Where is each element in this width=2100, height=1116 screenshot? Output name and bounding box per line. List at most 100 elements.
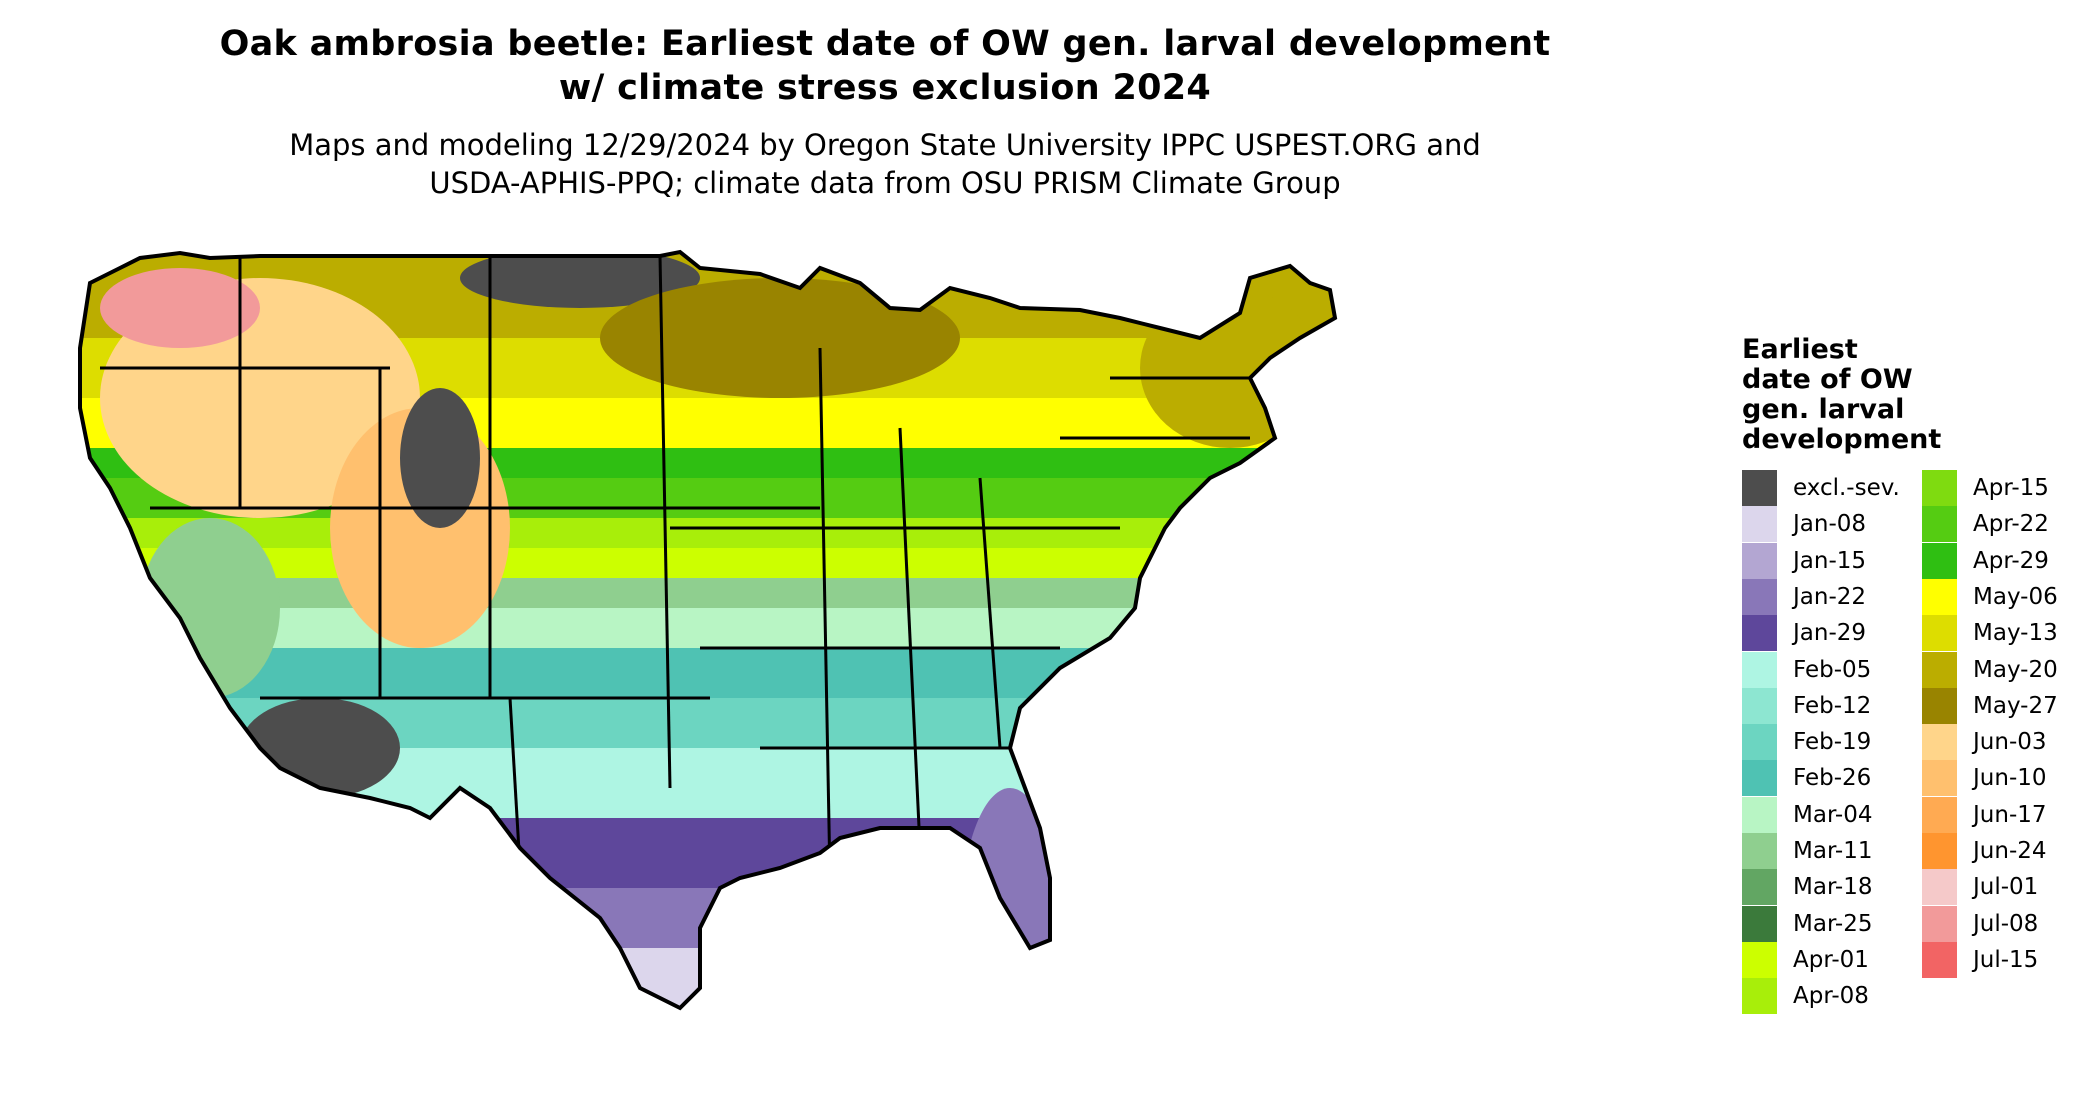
- legend-item: Jul-01: [1922, 869, 2039, 906]
- legend-label: Apr-01: [1793, 946, 1869, 973]
- legend-item: Apr-29: [1922, 542, 2049, 579]
- map-region-cascades: [100, 268, 260, 348]
- legend-swatch: [1742, 470, 1777, 506]
- legend-swatch: [1922, 833, 1957, 869]
- map-band: [80, 578, 1335, 608]
- map-band: [80, 948, 1335, 1008]
- legend-label: Apr-15: [1973, 475, 2049, 501]
- legend-item: Jun-24: [1922, 833, 2047, 869]
- legend-swatch: [1742, 578, 1777, 615]
- us-map: [78, 250, 1337, 1010]
- legend-label: Jul-08: [1973, 910, 2039, 937]
- map-subtitle-line1: Maps and modeling 12/29/2024 by Oregon S…: [289, 128, 1481, 162]
- legend-item: Apr-01: [1742, 941, 1869, 978]
- map-title-line1: Oak ambrosia beetle: Earliest date of OW…: [219, 24, 1551, 64]
- legend-item: May-20: [1922, 651, 2058, 688]
- legend-item: Apr-22: [1922, 506, 2049, 543]
- legend-item: Jun-10: [1922, 760, 2047, 797]
- legend-label: May-06: [1973, 583, 2058, 610]
- map-region-excluded: [240, 698, 400, 798]
- legend-item: Feb-26: [1742, 760, 1872, 797]
- legend-item: Jun-03: [1922, 724, 2047, 761]
- legend-item: Jan-08: [1742, 506, 1866, 543]
- legend-swatch: [1742, 941, 1777, 978]
- legend-label: Feb-19: [1793, 729, 1872, 756]
- legend-swatch: [1922, 724, 1957, 761]
- legend-label: Feb-12: [1793, 692, 1872, 719]
- legend-swatch: [1742, 796, 1777, 833]
- legend-item: Mar-18: [1742, 869, 1873, 906]
- legend-swatch: [1922, 470, 1957, 506]
- legend-label: May-20: [1973, 656, 2058, 683]
- legend-item: Jan-29: [1742, 615, 1867, 652]
- legend-label: Jul-15: [1973, 946, 2039, 973]
- legend-swatch: [1742, 615, 1777, 652]
- legend-label: Jun-10: [1973, 765, 2047, 792]
- legend-item: Jan-15: [1742, 542, 1867, 579]
- legend-label: excl.-sev.: [1793, 475, 1900, 501]
- legend-swatch: [1922, 615, 1957, 652]
- map-band: [80, 608, 1335, 648]
- map-region-new-england: [1140, 288, 1320, 448]
- legend-title: Earliest date of OW gen. larval developm…: [1742, 335, 1941, 455]
- legend-swatch: [1922, 796, 1957, 833]
- legend-label: Jun-17: [1973, 801, 2047, 828]
- legend-item: Feb-19: [1742, 724, 1872, 761]
- legend-item: May-06: [1922, 578, 2058, 615]
- legend-swatch: [1922, 869, 1957, 906]
- legend-label: Jun-24: [1973, 838, 2047, 864]
- map-band: [80, 818, 1335, 888]
- map-band: [80, 548, 1335, 578]
- legend-item: Jan-22: [1742, 578, 1867, 615]
- legend-swatch: [1922, 506, 1957, 543]
- legend-title-line: Earliest: [1742, 334, 1858, 365]
- legend-swatch: [1742, 724, 1777, 761]
- legend-item: Mar-04: [1742, 796, 1873, 833]
- map-band: [80, 648, 1335, 698]
- legend-label: Feb-26: [1793, 765, 1872, 792]
- legend-swatch: [1742, 687, 1777, 724]
- legend-item: Apr-15: [1922, 470, 2049, 506]
- legend-item: Jun-17: [1922, 796, 2047, 833]
- legend-label: Apr-29: [1973, 547, 2049, 574]
- legend-swatch: [1742, 651, 1777, 688]
- legend-label: Jun-03: [1973, 729, 2047, 756]
- legend-label: Feb-05: [1793, 656, 1872, 683]
- legend-label: Jan-15: [1793, 547, 1867, 574]
- legend-item: Feb-05: [1742, 651, 1872, 688]
- map-region-florida: [960, 788, 1060, 1008]
- legend-title-line: development: [1742, 424, 1942, 455]
- legend-item: May-13: [1922, 615, 2058, 652]
- map-region-excluded: [400, 388, 480, 528]
- legend-item: Apr-08: [1742, 978, 1869, 1015]
- legend-label: May-27: [1973, 692, 2058, 719]
- legend-item: Jul-08: [1922, 905, 2039, 942]
- legend-item: Feb-12: [1742, 687, 1872, 724]
- legend-swatch: [1922, 578, 1957, 615]
- legend-label: Jan-22: [1793, 583, 1867, 610]
- legend-swatch: [1742, 978, 1777, 1015]
- legend-label: Jan-29: [1793, 620, 1867, 647]
- legend-label: Apr-08: [1793, 983, 1869, 1010]
- map-band: [80, 518, 1335, 548]
- map-region-excluded: [460, 252, 700, 308]
- legend-label: Jul-01: [1973, 874, 2039, 901]
- legend-label: Mar-04: [1793, 801, 1873, 828]
- legend-label: Mar-25: [1793, 910, 1873, 937]
- map-subtitle-line2: USDA-APHIS-PPQ; climate data from OSU PR…: [429, 166, 1341, 200]
- legend-item: excl.-sev.: [1742, 470, 1900, 506]
- map-title-line2: w/ climate stress exclusion 2024: [558, 68, 1212, 108]
- legend-swatch: [1922, 542, 1957, 579]
- map-region-north-woods: [600, 278, 960, 398]
- legend-item: Mar-25: [1742, 905, 1873, 942]
- legend-label: Apr-22: [1973, 511, 2049, 538]
- legend-swatch: [1922, 941, 1957, 978]
- legend-swatch: [1922, 651, 1957, 688]
- legend-item: Jul-15: [1922, 941, 2039, 978]
- legend-title-line: date of OW: [1742, 364, 1913, 395]
- legend-swatch: [1742, 905, 1777, 942]
- legend-swatch: [1742, 506, 1777, 543]
- legend-label: Mar-18: [1793, 874, 1873, 901]
- legend-label: May-13: [1973, 620, 2058, 647]
- legend-item: Mar-11: [1742, 833, 1873, 869]
